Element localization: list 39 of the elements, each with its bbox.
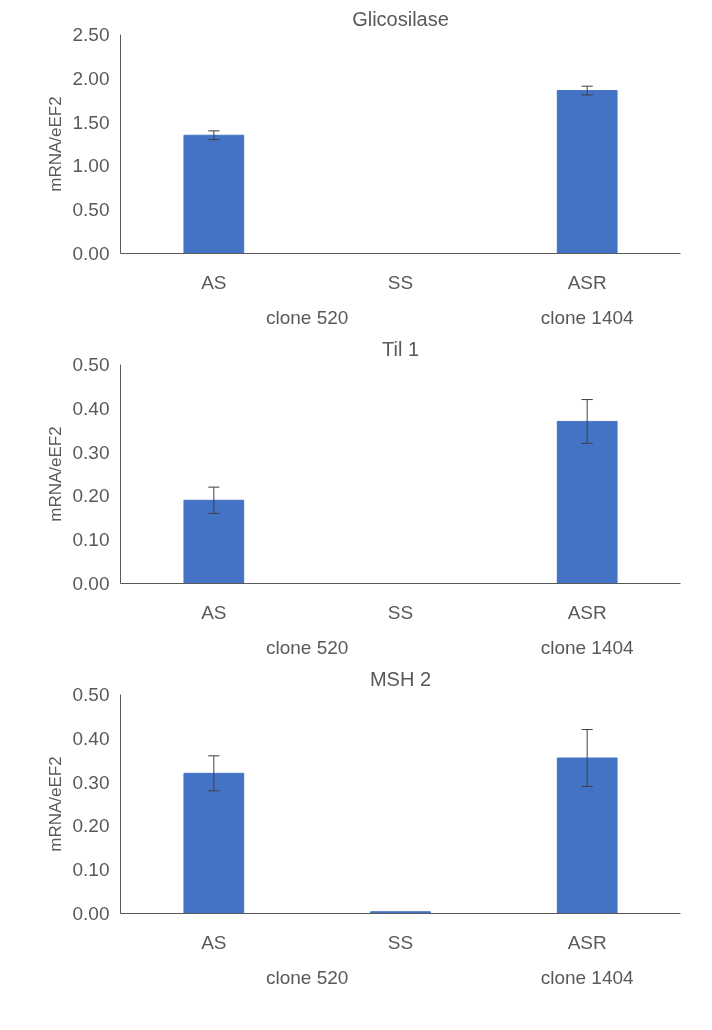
y-tick-label: 0.40 bbox=[72, 397, 110, 419]
y-tick-label: 0.50 bbox=[72, 684, 110, 705]
chart-title: MSH 2 bbox=[369, 667, 432, 690]
x-tick-label: SS bbox=[387, 271, 414, 293]
y-tick-label: 2.50 bbox=[72, 24, 110, 45]
x-tick-label: ASR bbox=[567, 271, 607, 293]
x-tick-label: SS bbox=[387, 931, 414, 953]
y-tick-label: 1.00 bbox=[72, 155, 110, 177]
y-tick-label: 0.40 bbox=[72, 727, 110, 749]
x-tick-label: ASR bbox=[567, 931, 607, 953]
y-tick-label: 0.00 bbox=[72, 573, 110, 594]
text: clone 1404 bbox=[540, 636, 635, 658]
y-tick-label: 0.20 bbox=[72, 485, 110, 507]
y-tick-label: 0.10 bbox=[72, 529, 110, 551]
y-axis-title: mRNA/eEF2 bbox=[45, 426, 65, 522]
x-tick-label: AS bbox=[201, 931, 227, 953]
chart-title: Glicosilase bbox=[352, 7, 449, 30]
y-tick-label: 0.50 bbox=[72, 199, 110, 221]
y-tick-label: 2.00 bbox=[72, 67, 110, 89]
y-tick-label: 0.30 bbox=[72, 771, 110, 793]
y-tick-label: 0.30 bbox=[72, 441, 110, 463]
y-tick-label: 0.20 bbox=[72, 815, 110, 837]
text: clone 520 bbox=[265, 636, 349, 658]
text: clone 1404 bbox=[540, 306, 635, 328]
chart-title: Til 1 bbox=[381, 337, 420, 360]
y-tick-label: 0.00 bbox=[72, 903, 110, 924]
x-tick-label: SS bbox=[387, 601, 414, 623]
text: clone 520 bbox=[265, 306, 349, 328]
y-tick-label: 0.10 bbox=[72, 859, 110, 881]
text: clone 1404 bbox=[540, 966, 635, 988]
x-tick-label: AS bbox=[201, 271, 227, 293]
x-tick-label: ASR bbox=[567, 601, 607, 623]
y-axis-title: mRNA/eEF2 bbox=[45, 756, 65, 852]
y-tick-label: 1.50 bbox=[72, 111, 110, 133]
y-axis-title: mRNA/eEF2 bbox=[45, 96, 65, 192]
y-tick-label: 0.00 bbox=[72, 243, 110, 264]
y-tick-label: 0.50 bbox=[72, 354, 110, 375]
text: clone 520 bbox=[265, 966, 349, 988]
x-tick-label: AS bbox=[201, 601, 227, 623]
